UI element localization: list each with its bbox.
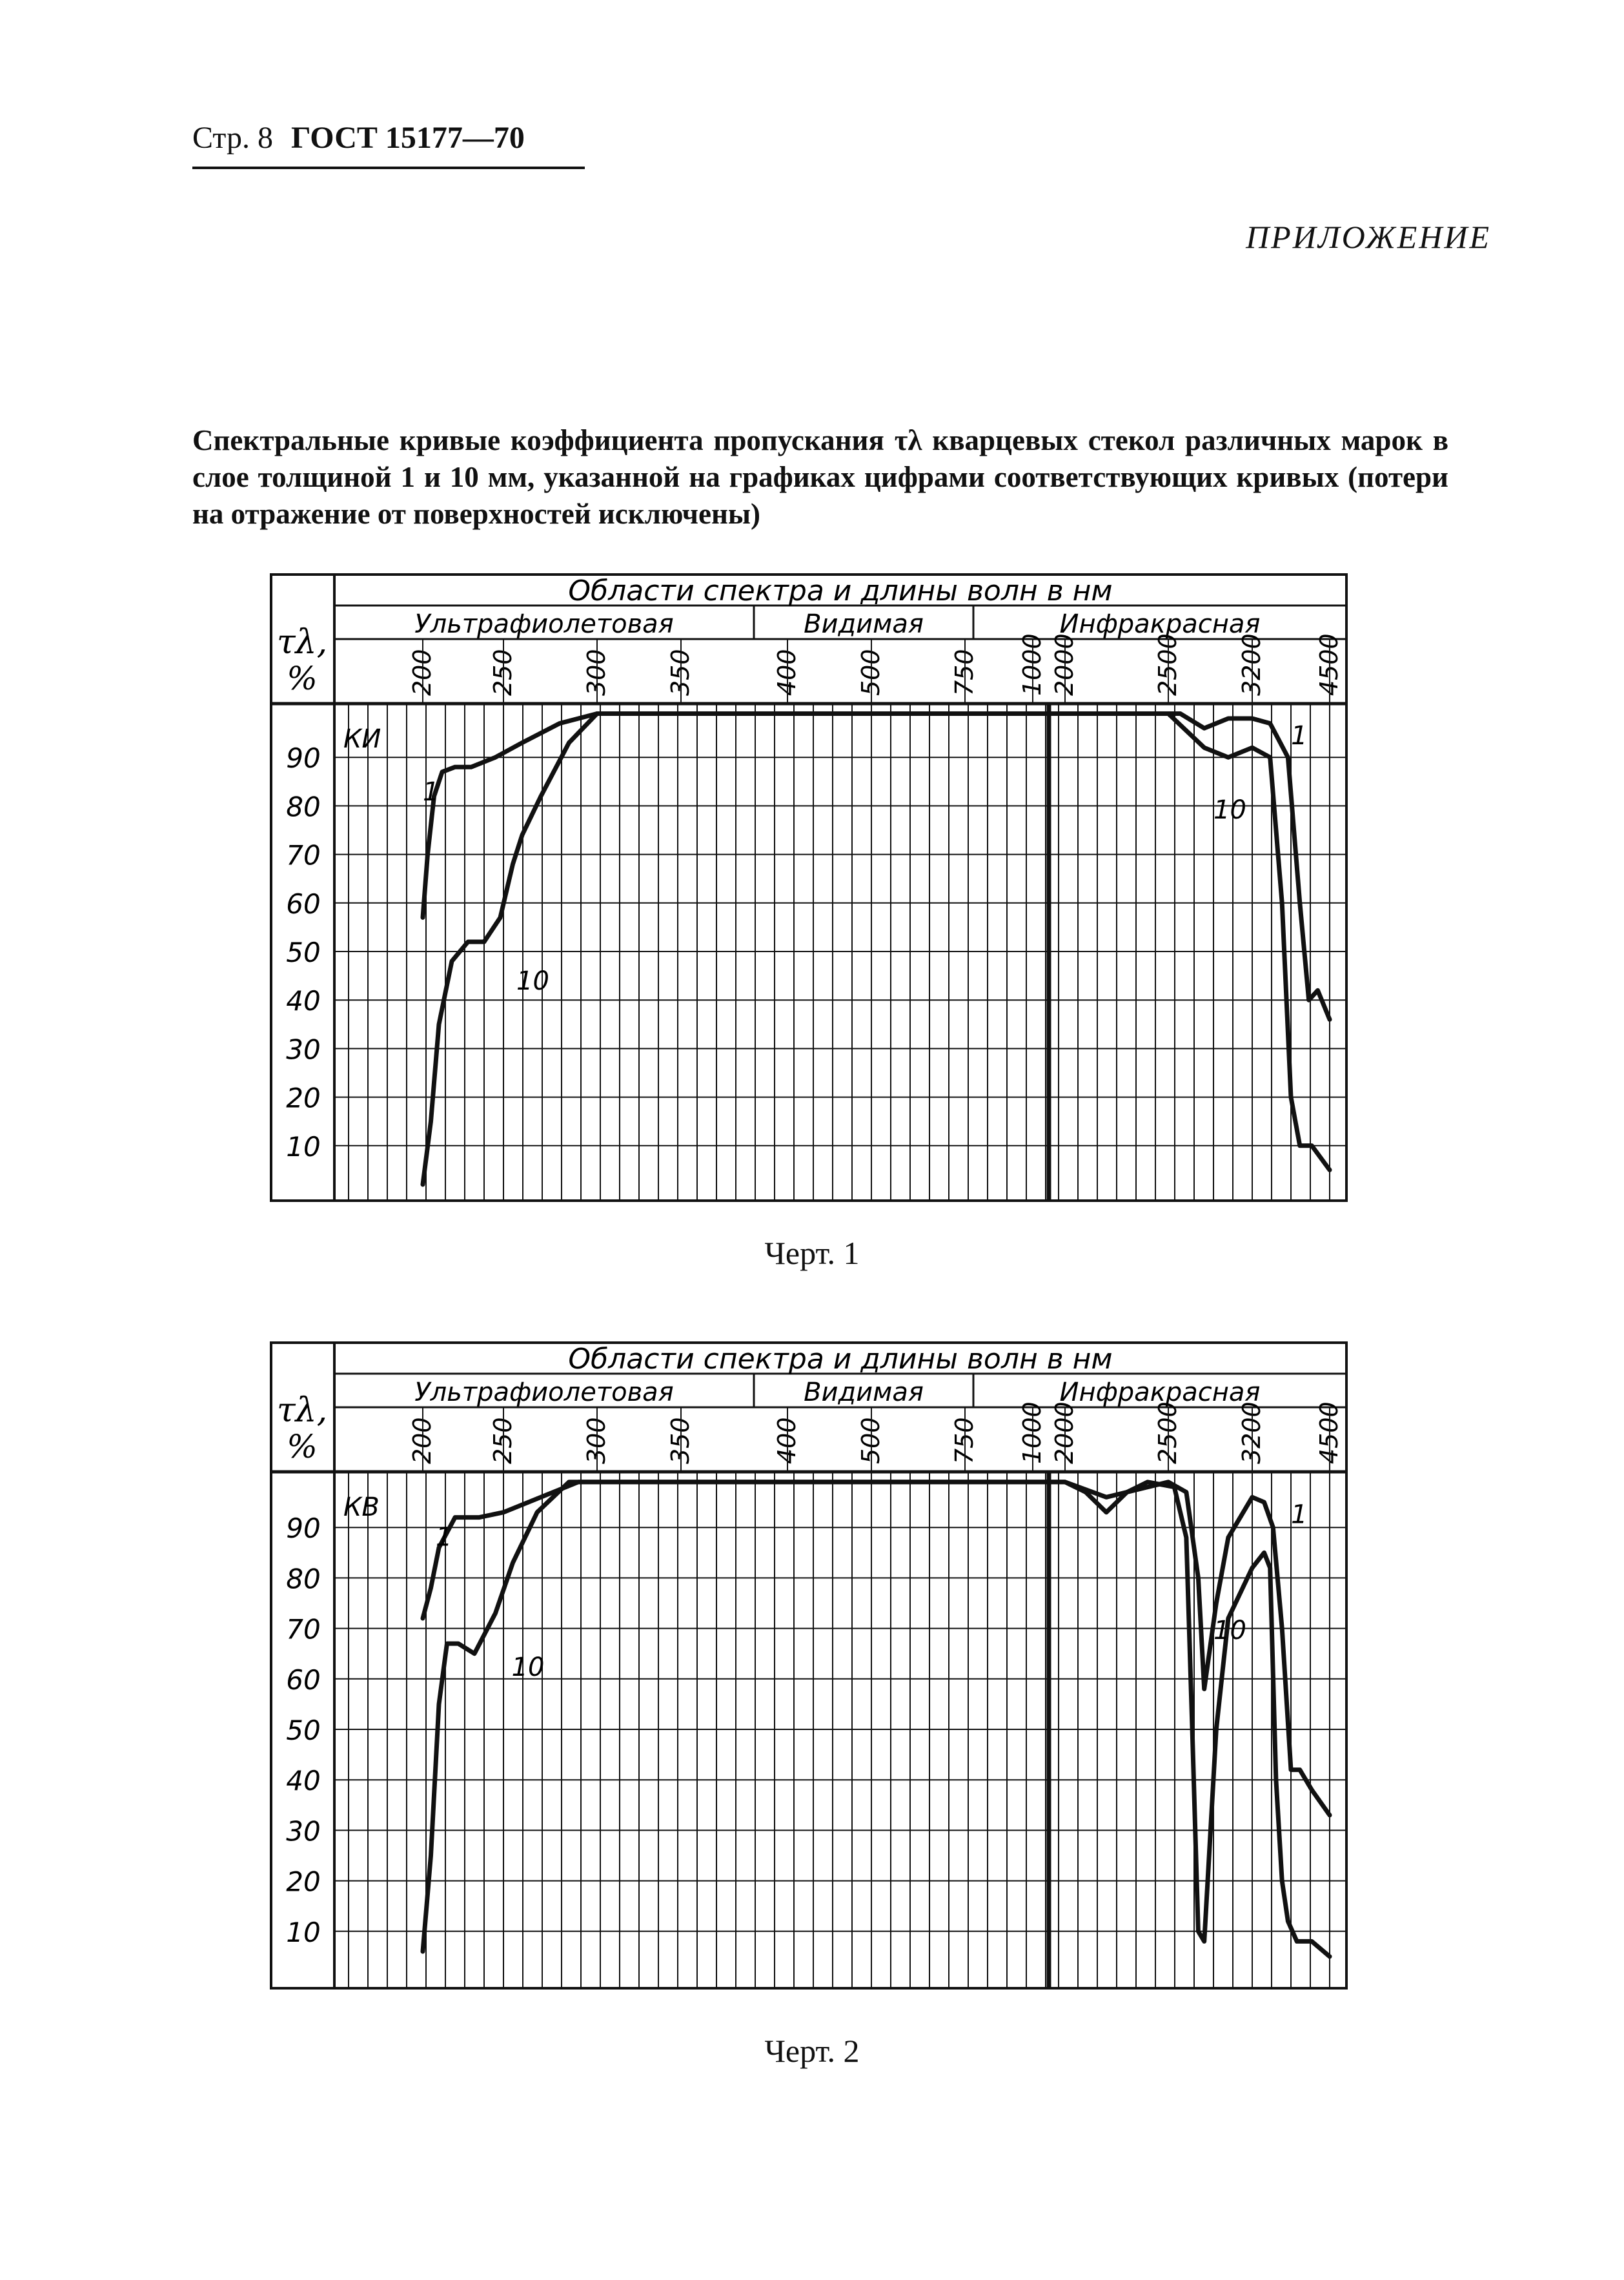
y-tick-label: 30 <box>286 1033 320 1065</box>
y-tick-label: 50 <box>286 937 320 968</box>
chart-frame <box>270 1341 1348 1990</box>
y-axis-label-symbol: τλ, <box>277 1391 327 1430</box>
spectrum-header-title: Области спектра и длины волн в нм <box>568 575 1112 607</box>
series-line-10 <box>420 711 1332 1187</box>
y-tick-label: 80 <box>286 1563 320 1594</box>
y-tick-label: 80 <box>286 791 320 822</box>
page-number: Стр. 8 <box>192 121 273 155</box>
series-label-10: 10 <box>516 966 549 996</box>
series-label-1: 1 <box>423 777 439 807</box>
series-line-1 <box>420 1480 1332 1818</box>
series-label-ir-1: 1 <box>1291 1500 1307 1529</box>
region-label: Видимая <box>804 609 924 639</box>
figure-caption-text: Спектральные кривые коэффициента пропуск… <box>192 424 1448 530</box>
chart-1: Области спектра и длины волн в нмУльтраф… <box>270 573 1348 1202</box>
appendix-title: ПРИЛОЖЕНИЕ <box>1246 219 1491 255</box>
figure-2-label: Черт. 2 <box>764 2033 860 2069</box>
y-tick-label: 20 <box>286 1866 320 1898</box>
y-tick-label: 40 <box>286 1765 320 1797</box>
y-tick-label: 20 <box>286 1083 320 1114</box>
y-tick-label: 90 <box>286 742 320 774</box>
series-label-1: 1 <box>436 1523 452 1552</box>
region-label: Инфракрасная <box>1060 609 1261 639</box>
figure-1-label: Черт. 1 <box>764 1235 860 1271</box>
y-tick-label: 90 <box>286 1512 320 1544</box>
page-header: Стр. 8 ГОСТ 15177—70 <box>192 120 525 156</box>
glass-grade-label: КИ <box>343 724 381 754</box>
y-axis-label-unit: % <box>287 1428 318 1465</box>
series-label-ir-1: 1 <box>1291 721 1307 751</box>
y-tick-label: 10 <box>286 1917 320 1948</box>
series-line-10 <box>420 1480 1332 1959</box>
region-label: Ультрафиолетовая <box>414 1378 673 1407</box>
y-axis-label-symbol: τλ, <box>277 623 327 662</box>
series-label-ir-10: 10 <box>1213 1616 1246 1645</box>
chart-frame <box>270 573 1348 1202</box>
y-tick-label: 50 <box>286 1715 320 1746</box>
y-tick-label: 60 <box>286 888 320 920</box>
standard-number: ГОСТ 15177—70 <box>290 121 525 155</box>
glass-grade-label: КВ <box>343 1492 380 1522</box>
region-label: Видимая <box>804 1378 924 1407</box>
y-tick-label: 10 <box>286 1131 320 1163</box>
y-tick-label: 60 <box>286 1664 320 1696</box>
region-label: Инфракрасная <box>1060 1378 1261 1407</box>
y-axis-label-unit: % <box>287 660 318 697</box>
region-label: Ультрафиолетовая <box>414 609 673 639</box>
y-tick-label: 70 <box>286 1614 320 1645</box>
header-rule <box>192 167 585 169</box>
chart-2: Области спектра и длины волн в нмУльтраф… <box>270 1341 1348 1990</box>
series-label-ir-10: 10 <box>1213 795 1246 825</box>
series-label-10: 10 <box>512 1653 545 1682</box>
y-tick-label: 70 <box>286 840 320 871</box>
spectrum-header-title: Области спектра и длины волн в нм <box>568 1343 1112 1376</box>
y-tick-label: 40 <box>286 985 320 1017</box>
y-tick-label: 30 <box>286 1815 320 1847</box>
